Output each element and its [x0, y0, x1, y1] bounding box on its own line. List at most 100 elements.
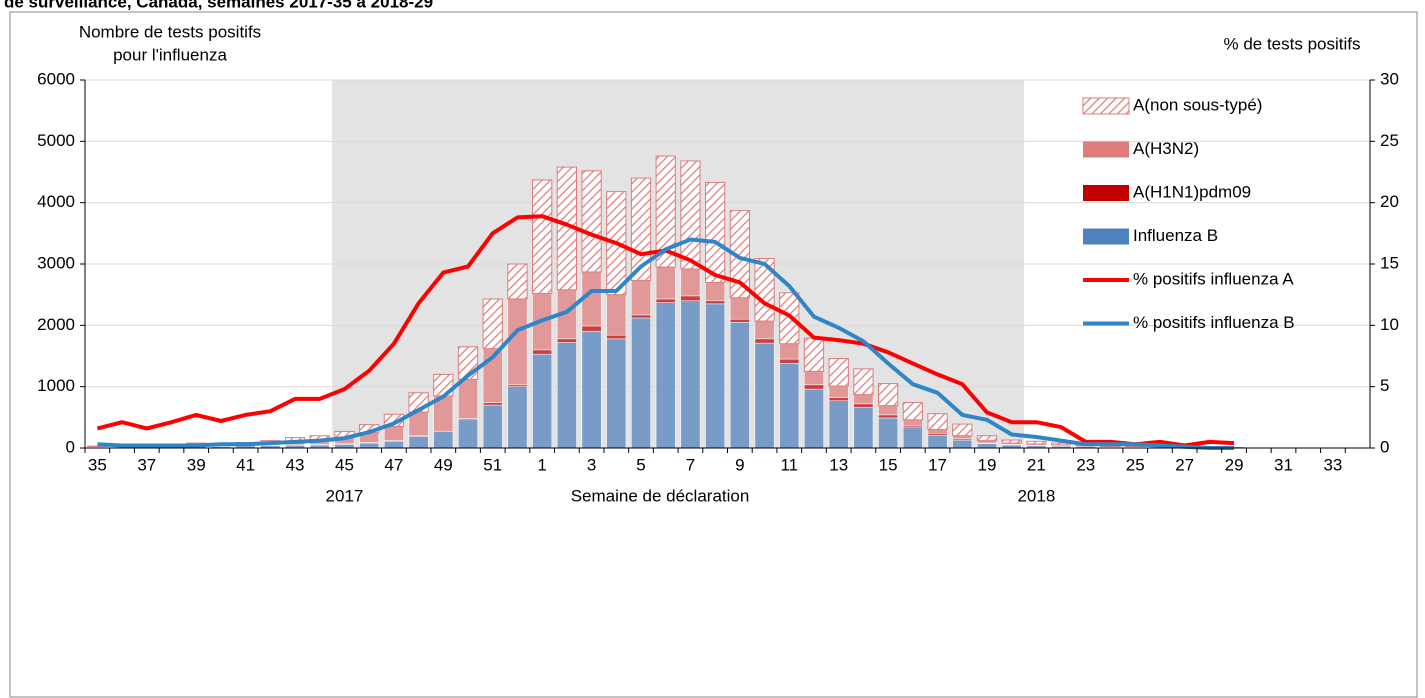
y2-tick-label: 5	[1380, 376, 1389, 395]
y-tick-label: 0	[66, 437, 75, 456]
bar	[902, 425, 923, 429]
x-tick-label: 15	[879, 455, 898, 474]
legend-swatch	[1083, 141, 1129, 158]
bar	[927, 413, 948, 431]
bar	[606, 338, 627, 449]
bar	[507, 263, 528, 300]
bar	[779, 358, 800, 364]
bar	[334, 444, 355, 449]
y-axis-label: pour l'influenza	[113, 45, 227, 64]
bar	[729, 210, 750, 299]
bar	[803, 337, 825, 372]
bar	[408, 436, 429, 449]
legend-swatch	[1083, 228, 1129, 245]
bar	[556, 342, 577, 449]
bar	[902, 419, 923, 427]
legend-label: A(H1N1)pdm09	[1133, 182, 1251, 201]
bar	[359, 442, 380, 449]
bar	[902, 427, 923, 449]
x-tick-label: 23	[1076, 455, 1095, 474]
x-tick-label: 21	[1027, 455, 1046, 474]
bar	[606, 334, 627, 340]
y-tick-label: 2000	[37, 315, 75, 334]
bar	[779, 363, 800, 449]
bar	[902, 402, 923, 421]
x-tick-label: 25	[1126, 455, 1145, 474]
bar	[680, 295, 701, 302]
bar	[952, 439, 973, 449]
bar	[853, 407, 874, 449]
legend-label: Influenza B	[1133, 226, 1218, 245]
bar	[853, 403, 874, 408]
bar	[705, 282, 726, 302]
legend-label: A(non sous-typé)	[1133, 95, 1262, 114]
y-tick-label: 1000	[37, 376, 75, 395]
x-tick-label: 29	[1225, 455, 1244, 474]
x-tick-label: 1	[537, 455, 546, 474]
y2-tick-label: 15	[1380, 253, 1399, 272]
x-tick-label: 5	[636, 455, 645, 474]
bar	[754, 338, 775, 344]
bar	[384, 441, 404, 449]
bar	[878, 414, 899, 419]
x-tick-label: 31	[1274, 455, 1293, 474]
x-tick-label: 13	[829, 455, 848, 474]
chart-title: de surveillance, Canada, semaines 2017-3…	[4, 0, 433, 11]
bar	[581, 170, 602, 273]
line-series	[97, 237, 1235, 450]
y2-tick-label: 20	[1380, 192, 1399, 211]
bar	[927, 429, 948, 434]
bar	[606, 294, 627, 336]
bar	[877, 383, 899, 407]
bar	[631, 280, 651, 316]
bar	[655, 302, 676, 449]
x-tick-label: 51	[483, 455, 502, 474]
x-tick-label: 37	[137, 455, 156, 474]
x-tick-label: 9	[735, 455, 744, 474]
bar	[655, 266, 676, 300]
x-tick-label: 41	[236, 455, 255, 474]
bar	[952, 423, 973, 437]
x-tick-label: 47	[384, 455, 403, 474]
bar	[804, 371, 824, 386]
bar	[581, 325, 602, 332]
bar	[1001, 439, 1022, 444]
bar	[680, 160, 701, 270]
legend-label: % positifs influenza B	[1133, 313, 1295, 332]
bar	[804, 384, 824, 390]
bar	[532, 179, 553, 294]
bar	[878, 417, 899, 449]
x-tick-label: 11	[780, 455, 798, 474]
x-tick-label: 7	[686, 455, 695, 474]
bar	[828, 385, 849, 398]
bar	[976, 435, 998, 442]
bar	[631, 314, 651, 319]
y2-axis-label: % de tests positifs	[1223, 34, 1360, 53]
x-tick-label: 39	[187, 455, 206, 474]
x-tick-label: 43	[286, 455, 305, 474]
bar	[482, 402, 503, 406]
bar	[754, 320, 775, 340]
year-label: 2018	[1017, 486, 1055, 505]
bar	[853, 368, 874, 396]
bar	[927, 433, 948, 436]
bar	[705, 300, 726, 305]
bar	[705, 303, 726, 449]
x-tick-label: 35	[88, 455, 107, 474]
bar	[853, 394, 874, 405]
bar	[680, 300, 701, 449]
bar	[828, 357, 849, 387]
bar	[729, 318, 750, 323]
bar	[927, 434, 948, 449]
bar	[458, 419, 478, 449]
bar	[631, 317, 651, 449]
bar	[828, 397, 849, 402]
y2-tick-label: 25	[1380, 131, 1399, 150]
bar	[507, 384, 528, 387]
bar	[433, 431, 454, 449]
legend-swatch	[1083, 185, 1129, 201]
bar	[754, 342, 775, 449]
x-tick-label: 17	[928, 455, 947, 474]
legend-label: A(H3N2)	[1133, 139, 1199, 158]
